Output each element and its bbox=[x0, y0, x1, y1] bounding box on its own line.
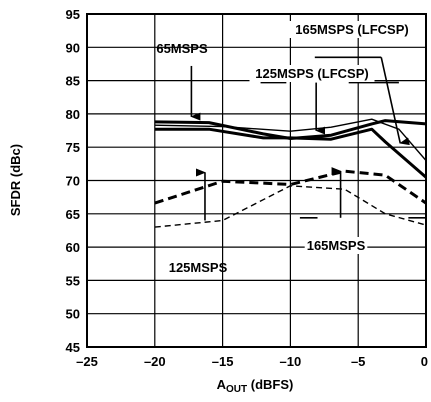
annotation-2: 65MSPS bbox=[156, 41, 208, 117]
x-axis-label: AOUT (dBFS) bbox=[217, 377, 294, 395]
annotation-5: 165MSPS bbox=[300, 171, 426, 254]
x-tick-label: –15 bbox=[212, 354, 234, 369]
x-tick-label: –25 bbox=[76, 354, 98, 369]
y-tick-label: 95 bbox=[66, 7, 80, 22]
annotations: 165MSPS (LFCSP) 65MSPS 125MSPS (LFCSP) 125M… bbox=[156, 21, 426, 275]
annotation-label: 165MSPS bbox=[307, 238, 366, 253]
grid bbox=[87, 14, 426, 347]
y-tick-label: 45 bbox=[66, 340, 80, 355]
x-tick-label: –5 bbox=[351, 354, 365, 369]
annotation-label: 125MSPS (LFCSP) bbox=[255, 66, 368, 81]
y-tick-label: 50 bbox=[66, 307, 80, 322]
annotation-label: 65MSPS bbox=[156, 41, 208, 56]
y-tick-label: 90 bbox=[66, 40, 80, 55]
x-tick-label: 0 bbox=[421, 354, 428, 369]
x-tick-label: –20 bbox=[144, 354, 166, 369]
y-tick-label: 70 bbox=[66, 174, 80, 189]
y-axis-label: SFDR (dBc) bbox=[8, 144, 23, 216]
y-tick-label: 80 bbox=[66, 107, 80, 122]
annotation-label: 125MSPS bbox=[169, 260, 228, 275]
y-tick-label: 65 bbox=[66, 207, 80, 222]
y-tick-label: 60 bbox=[66, 240, 80, 255]
annotation-label: 165MSPS (LFCSP) bbox=[295, 22, 408, 37]
x-tick-label: –10 bbox=[280, 354, 302, 369]
tick-labels: 45 50 55 60 65 70 75 80 85 90 95 –25 –20 –15 –10 –5 0 bbox=[66, 7, 428, 369]
annotation-arrow bbox=[381, 57, 400, 143]
y-tick-label: 55 bbox=[66, 273, 80, 288]
y-tick-label: 75 bbox=[66, 140, 80, 155]
y-tick-label: 85 bbox=[66, 74, 80, 89]
